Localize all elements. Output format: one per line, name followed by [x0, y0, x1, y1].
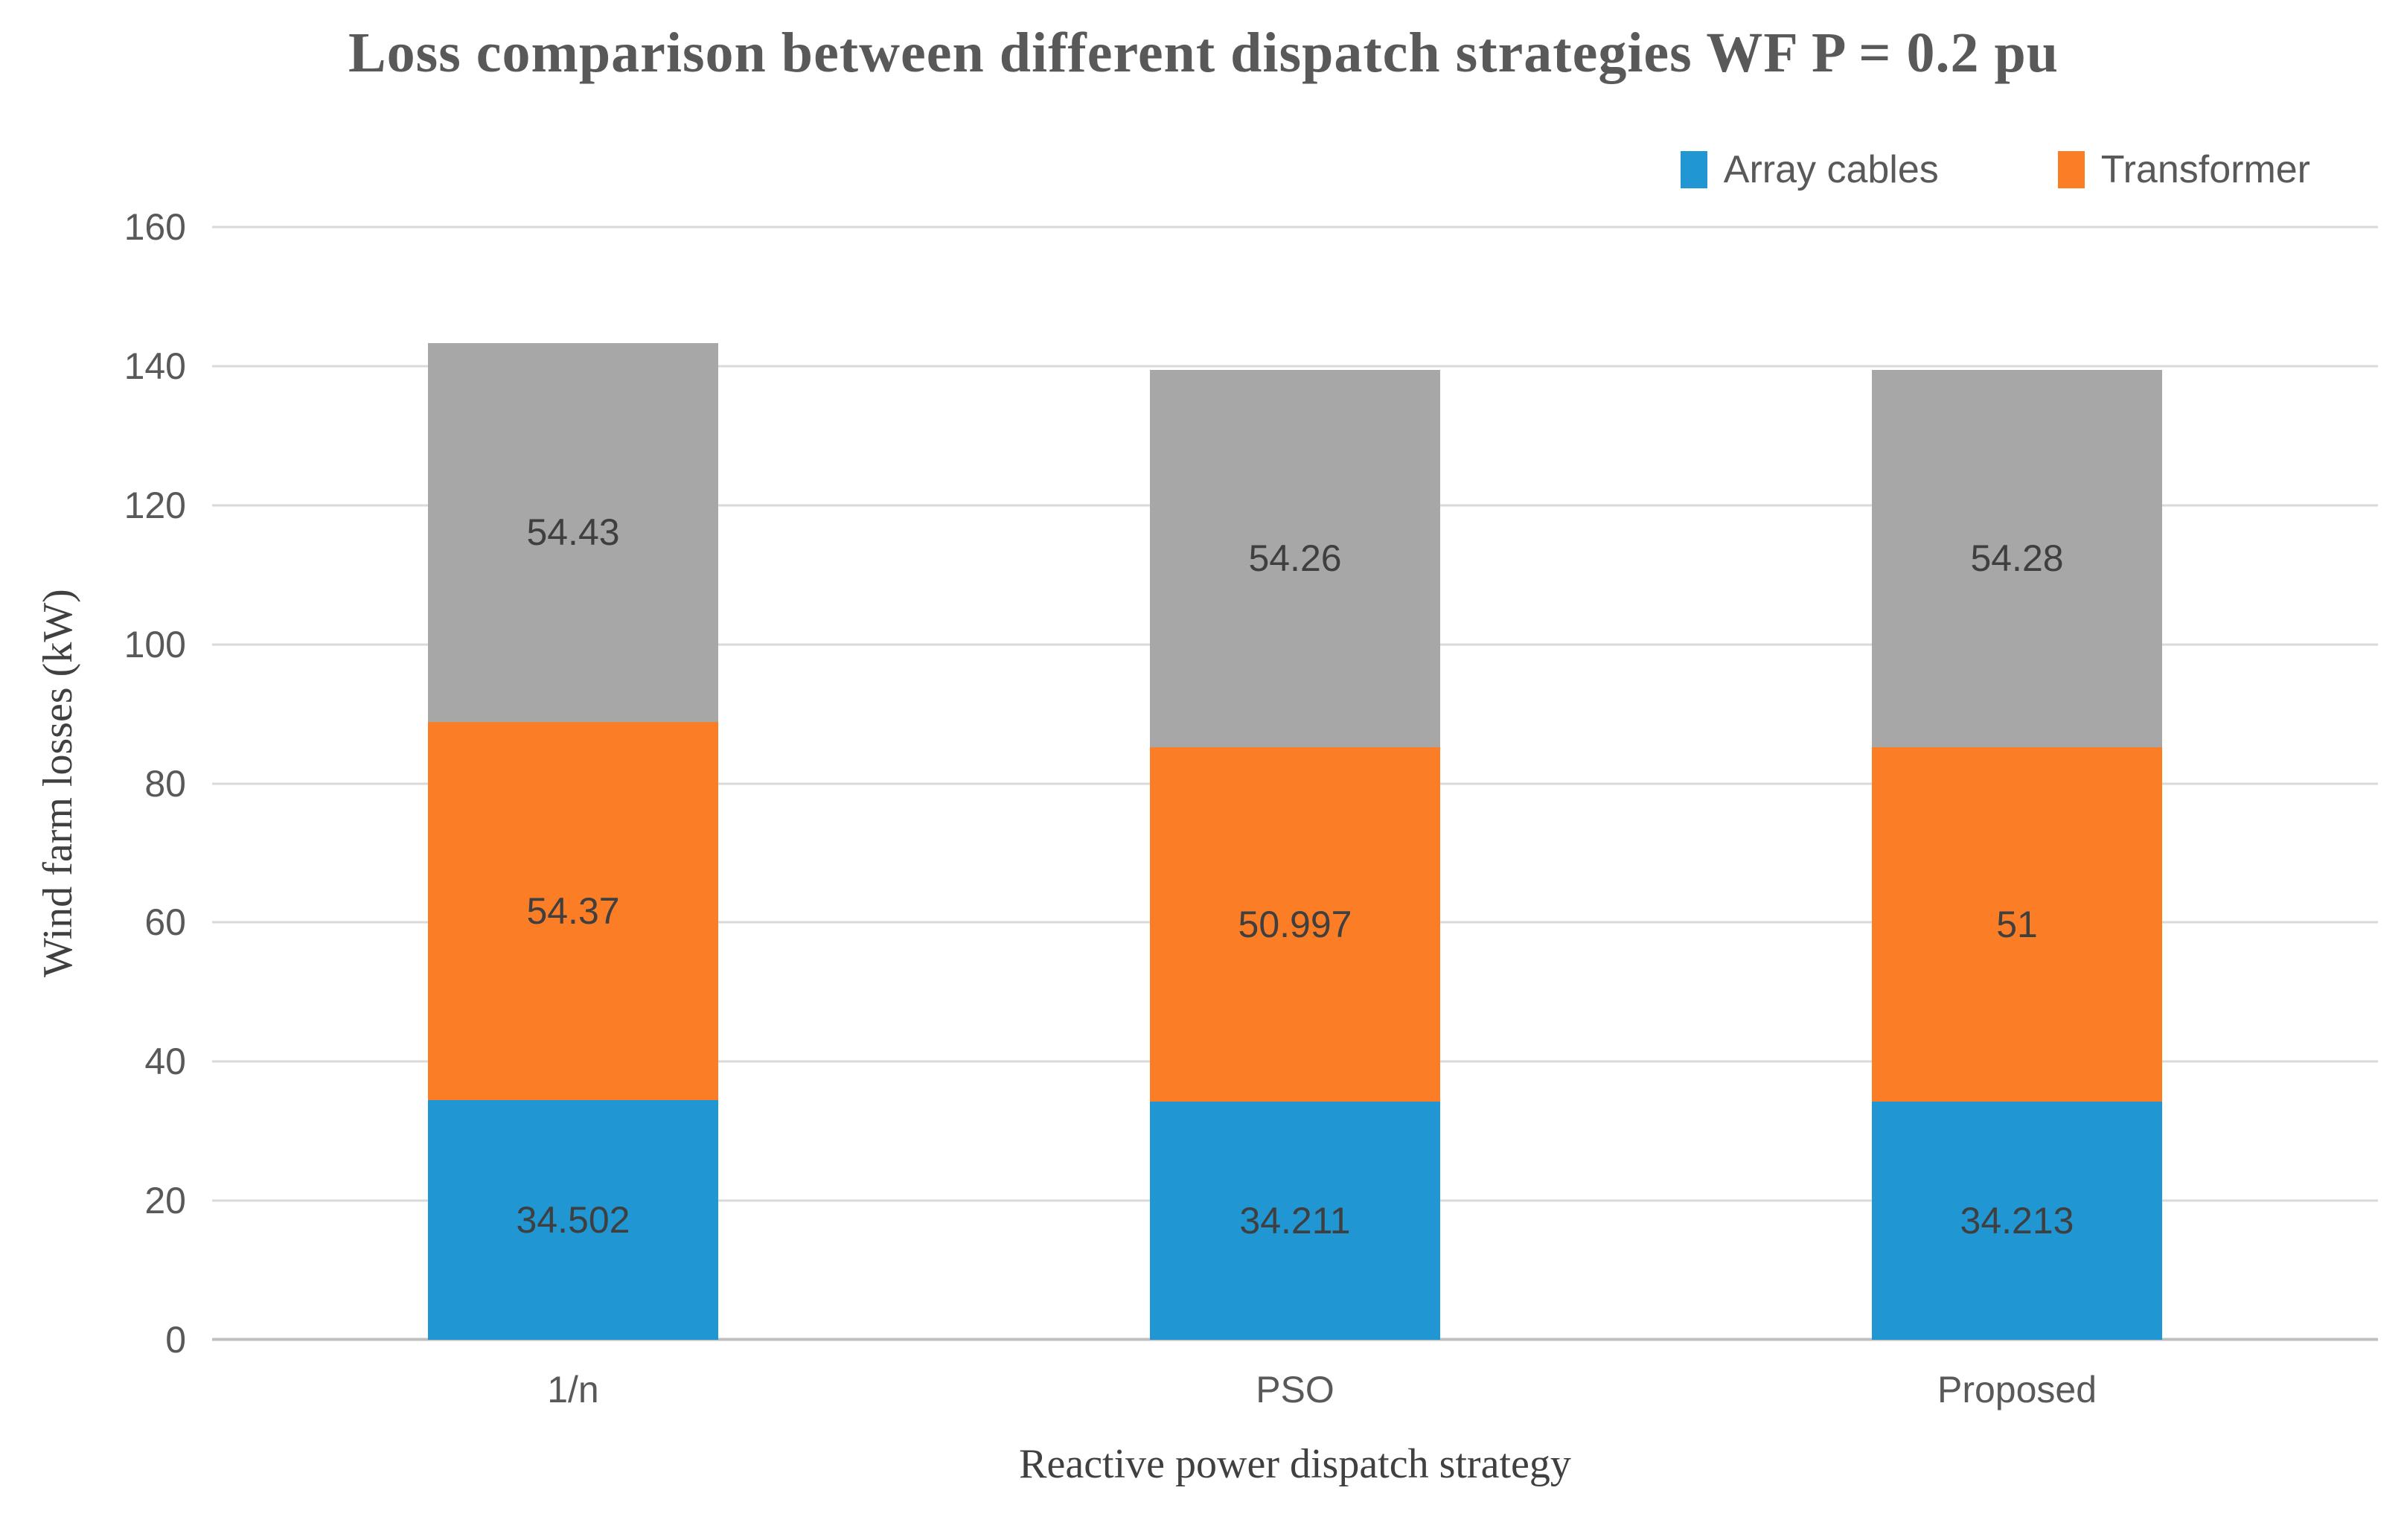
legend-swatch-transformer — [2057, 151, 2085, 188]
x-category-label: Proposed — [1937, 1369, 2097, 1410]
data-label: 34.213 — [1960, 1200, 2074, 1242]
legend-swatch-array-cables — [1680, 151, 1707, 188]
y-tick-label: 80 — [144, 762, 186, 805]
y-tick-label: 140 — [124, 345, 186, 387]
y-tick-label: 20 — [144, 1180, 186, 1222]
data-label: 34.502 — [516, 1198, 630, 1241]
y-tick-label: 60 — [144, 901, 186, 944]
legend-item-transformer: Transformer — [2057, 147, 2310, 192]
bar-segment-array-cables-1-n: 34.502 — [428, 1099, 718, 1340]
y-tick-label: 0 — [165, 1319, 186, 1361]
plot-area: 34.502 54.37 54.43 1/n 34.211 50.997 54.26 PSO 3… — [212, 226, 2378, 1410]
data-label: 51 — [1996, 904, 2038, 946]
bar-segment-transformer-pso: 50.997 — [1150, 747, 1440, 1102]
y-tick-label: 100 — [124, 623, 186, 665]
data-label: 54.28 — [1970, 537, 2064, 580]
gridline — [212, 365, 2378, 368]
legend-label: Transformer — [2100, 148, 2310, 191]
bar-segment-other-pso: 54.26 — [1150, 369, 1440, 747]
data-label: 54.43 — [526, 511, 620, 554]
x-category-label: 1/n — [547, 1369, 599, 1410]
bar-segment-transformer-proposed: 51 — [1872, 747, 2162, 1102]
y-tick-label: 120 — [124, 484, 186, 526]
chart-title: Loss comparison between different dispat… — [348, 22, 2059, 84]
legend-label: Array cables — [1723, 148, 1939, 191]
bar-segment-other-1-n: 54.43 — [428, 343, 718, 722]
data-label: 50.997 — [1238, 904, 1352, 946]
bar-segment-other-proposed: 54.28 — [1872, 369, 2162, 747]
x-category-label: PSO — [1256, 1369, 1334, 1410]
bar-segment-array-cables-proposed: 34.213 — [1872, 1102, 2162, 1340]
y-tick-label: 160 — [124, 206, 186, 248]
bar-segment-array-cables-pso: 34.211 — [1150, 1102, 1440, 1340]
y-axis-tick-labels: 0 20 40 60 80 100 120 140 160 — [0, 208, 186, 1358]
x-axis-title: Reactive power dispatch strategy — [1019, 1441, 1571, 1487]
legend-item-array-cables: Array cables — [1680, 147, 1939, 192]
gridline — [212, 226, 2378, 229]
legend: Array cables Transformer — [1680, 147, 2310, 192]
y-tick-label: 40 — [144, 1041, 186, 1083]
data-label: 54.37 — [526, 889, 620, 932]
data-label: 34.211 — [1239, 1200, 1351, 1242]
bar-segment-transformer-1-n: 54.37 — [428, 721, 718, 1100]
data-label: 54.26 — [1248, 537, 1342, 580]
